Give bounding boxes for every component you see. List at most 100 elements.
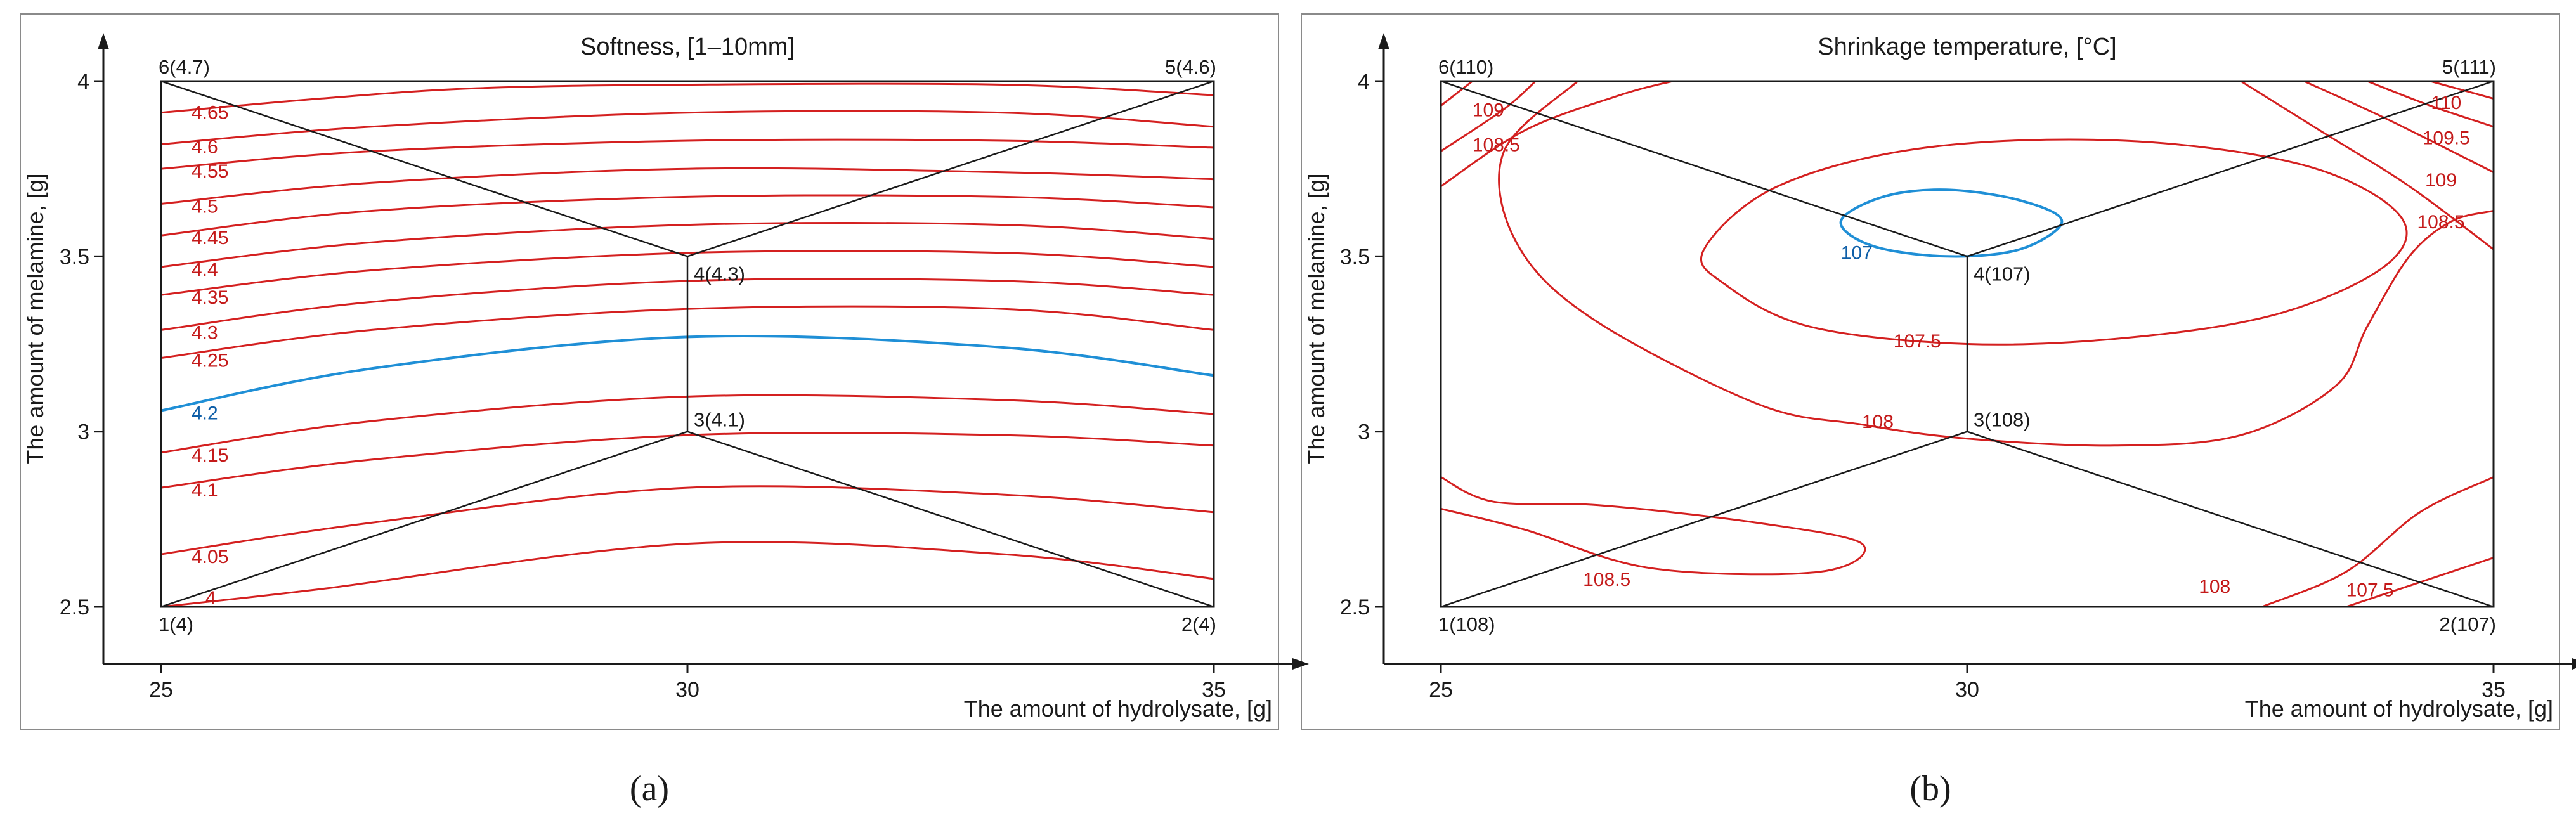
contour-line [2303, 81, 2494, 174]
y-axis-label: The amount of melamine, [g] [1303, 173, 1329, 464]
contour-line [161, 167, 1214, 205]
contour-label: 110 [2431, 93, 2461, 113]
panel-b: Shrinkage temperature, [°C] 107 107.5 108 10… [1303, 33, 2576, 808]
contour-line [161, 432, 1214, 489]
design-line [1440, 431, 1968, 608]
contour-label: 108 [1862, 412, 1894, 432]
contour-label: 4.2 [192, 403, 218, 424]
y-tick-label: 2.5 [1340, 595, 1370, 619]
contour-label: 107.5 [2346, 580, 2394, 600]
x-axis-label: The amount of hydrolysate, [g] [2245, 696, 2553, 722]
contour-label: 107.5 [1894, 331, 1941, 352]
contour-label: 108 [2199, 576, 2230, 597]
contour-line [161, 194, 1214, 237]
y-tick-label: 3 [1358, 420, 1370, 444]
x-axis-label: The amount of hydrolysate, [g] [964, 696, 1272, 722]
contour-line [161, 82, 1214, 114]
design-line [1967, 80, 2494, 257]
contour-line [161, 541, 1214, 607]
contour-label: 4.5 [192, 196, 218, 217]
contour-label: 4.15 [192, 445, 228, 466]
contour-label: 107 [1841, 242, 1873, 263]
contour-label: 4.4 [192, 259, 218, 280]
design-point-label: 6(4.7) [159, 56, 210, 78]
y-tick-label: 2.5 [60, 595, 89, 619]
contour-label: 4.25 [192, 351, 228, 372]
design-point-label: 3(108) [1974, 409, 2031, 431]
contour-label: 109 [1473, 100, 1504, 120]
plot-area [1440, 80, 2495, 608]
contour-label: 4.3 [192, 322, 218, 343]
design-point-label: 2(107) [2439, 613, 2496, 635]
contour-label: 4 [205, 588, 216, 609]
design-line [687, 431, 1214, 608]
contour-group [161, 81, 1214, 607]
contour-label: 4.6 [192, 136, 218, 157]
contour-line [161, 110, 1214, 145]
panel-a-frame [20, 13, 1279, 730]
x-tick-label: 25 [1429, 678, 1453, 702]
contour-line [161, 485, 1214, 555]
y-axis-label: The amount of melamine, [g] [22, 173, 48, 464]
design-point-label: 4(4.3) [694, 263, 745, 285]
design-point-label: 1(4) [159, 613, 193, 635]
x-tick-label: 25 [149, 678, 173, 702]
design-point-label: 3(4.1) [694, 409, 745, 431]
panel-a: Softness, [1–10mm] 4 4.05 4.1 4.15 4.2 4.25 4.3… [22, 33, 1309, 808]
design-point-label: 4(107) [1974, 263, 2031, 285]
contour-line [2240, 81, 2494, 250]
contour-line [161, 250, 1214, 296]
x-tick-label: 30 [1955, 678, 1979, 702]
contour-line [1441, 476, 1866, 576]
design-point-label: 2(4) [1181, 613, 1216, 635]
contour-label: 109.5 [2423, 127, 2470, 148]
contour-line [1498, 81, 2494, 447]
x-axis-arrow [1292, 658, 1309, 670]
contour-label: 4.65 [192, 103, 228, 124]
design-line [160, 80, 688, 257]
x-axis-arrow [2572, 658, 2576, 670]
y-axis-arrow [98, 33, 109, 49]
contour-line [2261, 476, 2494, 607]
y-tick-label: 4 [77, 70, 89, 94]
contour-line [1700, 138, 2408, 346]
design-line [1967, 431, 2494, 608]
contour-label: 109 [2425, 170, 2457, 191]
design-point-label: 1(108) [1438, 613, 1495, 635]
y-axis-arrow [1378, 33, 1389, 49]
contour-label: 108.5 [1473, 135, 1520, 156]
design-point-label: 5(111) [2442, 56, 2496, 78]
contour-line [1441, 81, 1673, 188]
y-tick-label: 4 [1358, 70, 1370, 94]
design-line [687, 80, 1214, 257]
contour-label: 108.5 [2417, 212, 2464, 233]
y-tick-label: 3 [77, 420, 89, 444]
contour-line-highlight [1839, 188, 2064, 258]
contour-label: 4.45 [192, 228, 228, 249]
x-tick-label: 35 [1202, 678, 1226, 702]
contour-line [1441, 81, 1473, 107]
contour-label: 108.5 [1583, 569, 1630, 590]
design-point-label: 6(110) [1438, 56, 1493, 78]
contour-line [161, 221, 1214, 268]
x-tick-label: 35 [2482, 678, 2506, 702]
x-tick-label: 30 [675, 678, 699, 702]
panel-label: (a) [630, 769, 669, 808]
contour-label: 4.05 [192, 547, 228, 567]
contour-line [2367, 81, 2494, 128]
panel-b-frame [1301, 13, 2560, 730]
contour-label: 4.35 [192, 287, 228, 308]
contour-label: 4.55 [192, 161, 228, 182]
design-line [1440, 80, 1968, 257]
contour-line [1441, 81, 1537, 152]
design-point-label: 5(4.6) [1165, 56, 1216, 78]
chart-title: Softness, [1–10mm] [580, 34, 795, 60]
panel-label: (b) [1909, 769, 1951, 808]
design-line [160, 431, 688, 608]
plot-area [160, 80, 1215, 608]
contour-group [1441, 81, 2494, 607]
contour-line [2346, 557, 2494, 607]
chart-title: Shrinkage temperature, [°C] [1818, 34, 2116, 60]
contour-line [161, 138, 1214, 170]
